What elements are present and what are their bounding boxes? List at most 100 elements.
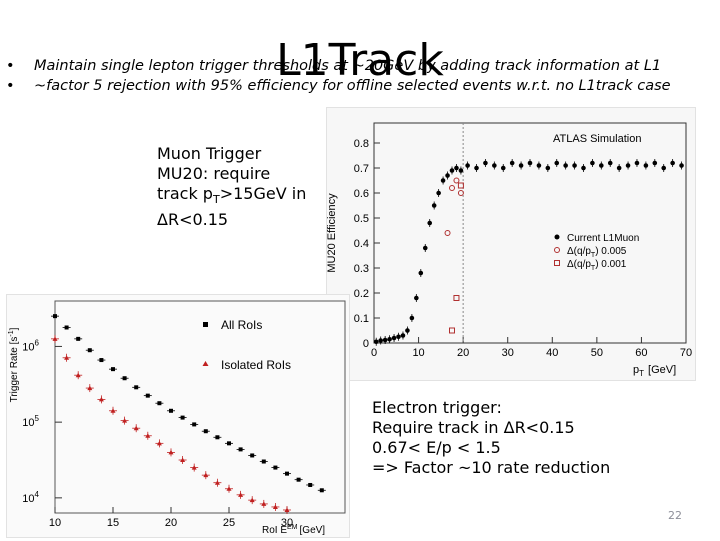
data-point-isolated — [98, 396, 104, 402]
data-point-current — [387, 336, 392, 342]
y-tick-label: 0.5 — [354, 213, 369, 225]
y-tick-label: 105 — [22, 414, 39, 429]
bullet-list: • Maintain single lepton trigger thresho… — [6, 56, 706, 96]
data-point-current — [465, 163, 470, 168]
x-tick-label: 20 — [165, 517, 177, 529]
data-point-current — [378, 338, 383, 343]
electron-rate-chart: 10 15 20 25 30 106 105 104 Trigger Rate [s-1] R… — [8, 300, 346, 536]
data-point-isolated — [284, 507, 290, 512]
data-point-current — [391, 335, 397, 341]
data-point-all — [296, 477, 301, 482]
legend-marker-dq005 — [554, 247, 560, 253]
data-point-all — [111, 367, 115, 372]
data-point-all — [99, 358, 104, 363]
data-point-all — [64, 325, 69, 330]
legend-marker-dq001 — [554, 260, 560, 266]
bullet-glyph: • — [6, 78, 15, 94]
data-point-all — [285, 471, 289, 476]
data-point-isolated — [249, 497, 255, 503]
x-tick-label: 60 — [635, 347, 647, 359]
muon-note-line: ΔR<0.15 — [157, 210, 229, 230]
data-point-current — [554, 160, 560, 166]
legend-marker-current — [554, 234, 560, 240]
legend-label-dq001: Δ(q/pT) 0.001 — [567, 259, 627, 272]
bullet-glyph: • — [6, 58, 15, 74]
data-point-dq001 — [449, 327, 455, 334]
data-point-isolated — [156, 440, 162, 446]
data-point-all — [145, 393, 150, 398]
x-tick-label: 10 — [412, 347, 424, 359]
data-point-current — [661, 165, 667, 171]
data-point-current — [405, 328, 410, 333]
data-point-current — [483, 160, 488, 166]
data-point-current — [427, 220, 433, 226]
data-point-isolated — [110, 408, 116, 413]
x-tick-label: 30 — [502, 347, 514, 359]
data-point-current — [492, 163, 497, 168]
data-point-current — [572, 163, 577, 168]
data-point-current — [400, 333, 406, 338]
data-point-current — [563, 163, 568, 168]
data-point-current — [458, 168, 464, 173]
electron-note-line: Require track in ΔR<0.15 — [372, 418, 575, 437]
data-point-all — [76, 336, 81, 341]
muon-efficiency-plot: 0 10 20 30 40 50 60 70 0 0.1 0.2 0.3 0.4 0.5 0.6 0.7 0.8… — [326, 107, 696, 381]
y-tick-label: 106 — [22, 338, 39, 353]
legend-marker-all — [203, 322, 208, 327]
x-tick-label: 15 — [107, 517, 119, 529]
data-point-isolated — [145, 433, 151, 438]
data-point-all — [87, 348, 92, 353]
y-tick-label: 0.4 — [354, 238, 369, 250]
electron-note-line: Electron trigger: — [372, 398, 502, 417]
data-point-all — [273, 465, 278, 470]
y-tick-label: 0.2 — [354, 288, 369, 300]
x-axis-label: pT [GeV] — [633, 364, 676, 378]
data-point-isolated — [64, 355, 70, 360]
data-point-current — [440, 178, 446, 183]
x-tick-label: 40 — [546, 347, 558, 359]
x-tick-label: 25 — [223, 517, 235, 529]
data-point-current — [652, 160, 658, 166]
data-point-isolated — [238, 492, 244, 497]
data-point-current — [414, 295, 419, 301]
data-point-dq005 — [449, 185, 455, 191]
x-tick-label: 30 — [281, 517, 293, 529]
data-point-current — [518, 163, 524, 168]
data-point-current — [445, 173, 450, 178]
data-point-all — [192, 422, 197, 427]
muon-trigger-note: Muon Trigger MU20: require track pT>15Ge… — [157, 144, 327, 230]
data-point-current — [418, 270, 424, 276]
x-tick-label: 70 — [680, 347, 692, 359]
muon-efficiency-chart: 0 10 20 30 40 50 60 70 0 0.1 0.2 0.3 0.4 0.5 0.6 0.7 0.8… — [326, 122, 692, 378]
data-point-current — [616, 165, 622, 171]
data-point-current — [436, 190, 441, 196]
data-point-current — [527, 160, 533, 166]
plot-frame — [54, 300, 346, 514]
data-point-dq005 — [457, 190, 464, 196]
data-point-current — [422, 245, 428, 251]
data-point-current — [382, 337, 388, 343]
electron-note-line: => Factor ~10 rate reduction — [372, 458, 611, 477]
chart-title: ATLAS Simulation — [553, 133, 641, 145]
data-point-isolated — [168, 449, 174, 455]
y-tick-label: 0.6 — [354, 188, 369, 200]
data-point-current — [474, 165, 479, 171]
data-point-current — [590, 160, 595, 166]
y-axis-label: MU20 Efficiency — [327, 193, 338, 273]
muon-note-line: track pT>15GeV in — [157, 184, 307, 207]
data-point-isolated — [203, 472, 209, 478]
data-point-current — [431, 203, 437, 208]
data-point-dq005 — [444, 230, 451, 236]
data-point-current — [509, 160, 515, 166]
data-point-current — [634, 160, 640, 166]
data-point-current — [607, 160, 613, 166]
y-tick-label: 0.8 — [354, 138, 369, 150]
data-point-all — [134, 385, 139, 390]
legend-label-dq005: Δ(q/pT) 0.005 — [567, 246, 627, 259]
legend-label-all: All RoIs — [221, 318, 262, 332]
data-point-current — [396, 334, 401, 340]
data-point-current — [454, 165, 459, 171]
data-point-isolated — [272, 504, 278, 509]
electron-trigger-note: Electron trigger: Require track in ΔR<0.… — [372, 398, 712, 478]
data-point-current — [599, 163, 604, 168]
